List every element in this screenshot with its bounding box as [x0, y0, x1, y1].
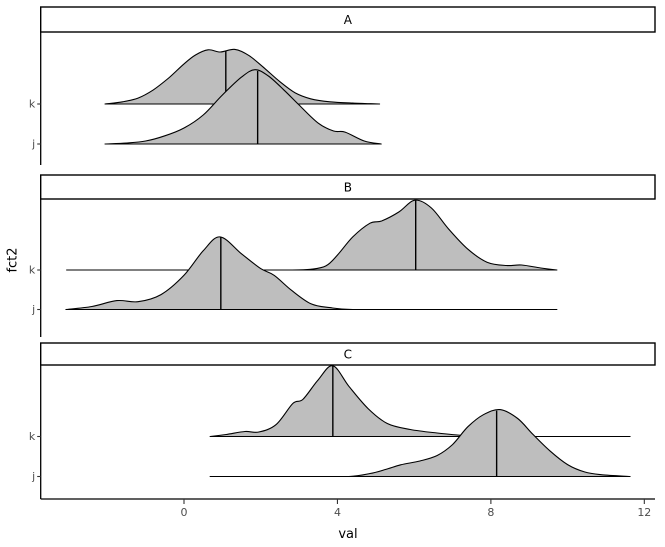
facet-strip-A: [40, 6, 656, 33]
y-tick-label-C-k: k: [29, 430, 36, 443]
y-tick-label-A-j: j: [31, 138, 35, 151]
y-axis-title: fct2: [6, 247, 21, 272]
facet-strip-C: [40, 342, 656, 366]
x-tick-label-8: 8: [487, 506, 494, 519]
x-tick-label-0: 0: [181, 506, 188, 519]
facet-strip-label-C: C: [344, 348, 352, 362]
y-tick-label-C-j: j: [31, 470, 35, 483]
y-tick-label-B-k: k: [29, 264, 36, 277]
facet-strip-B: [40, 174, 656, 200]
ridge-A-j: [104, 69, 382, 145]
facet-strip-label-B: B: [344, 181, 352, 195]
facet-strip-label-A: A: [344, 13, 353, 27]
ridge-C-j: [209, 408, 631, 478]
x-tick-label-4: 4: [334, 506, 341, 519]
y-tick-label-A-k: k: [29, 98, 36, 111]
x-axis-title: val: [338, 527, 357, 542]
x-tick-label-12: 12: [637, 506, 651, 519]
y-tick-label-B-j: j: [31, 303, 35, 316]
ridge-B-j: [65, 236, 558, 311]
